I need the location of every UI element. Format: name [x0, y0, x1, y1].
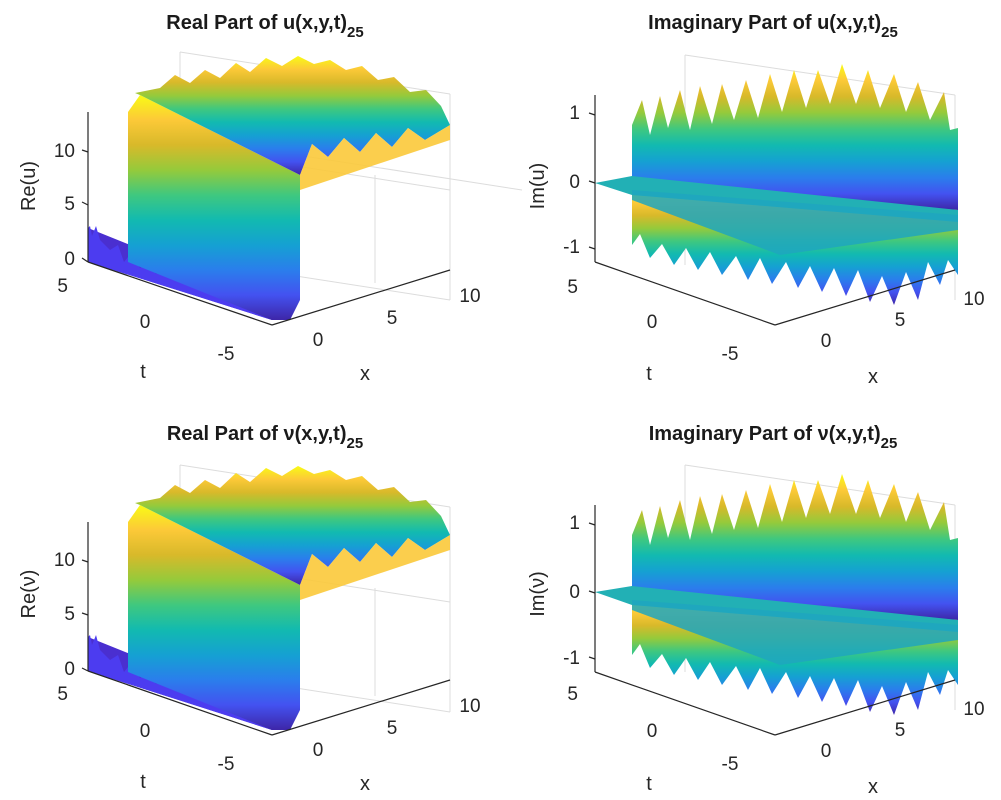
title-imag-u-sub: 25: [881, 24, 898, 41]
axes-imag-u: -1 0 1 5 0 -5 0 5 10 x t Im(u): [527, 95, 985, 388]
ztick-real-u-0: 0: [64, 249, 75, 270]
xtick-imag-nu-2: 10: [963, 699, 984, 720]
ytick-real-u-2: -5: [218, 344, 235, 365]
surface-imag-nu-sheet: [632, 600, 958, 665]
title-real-nu-sub: 25: [347, 435, 364, 452]
xtick-real-u-2: 10: [459, 286, 480, 307]
ztick-real-u-1: 5: [64, 194, 75, 215]
title-real-u: Real Part of u(x,y,t)25: [166, 12, 363, 41]
ytick-real-u-1: 0: [140, 312, 151, 333]
subplot-real-nu: 0 5 10 5 0 -5 0 5 10 x t Re(ν) Real Part…: [18, 423, 481, 795]
ytick-imag-u-1: 0: [647, 312, 658, 333]
xlabel-real-u: x: [360, 363, 370, 385]
ytick-imag-nu-2: -5: [722, 754, 739, 775]
surface-real-nu: [88, 466, 450, 730]
xtick-imag-u-0: 0: [821, 331, 832, 352]
xtick-real-u-1: 5: [387, 308, 398, 329]
ztick-real-u-2: 10: [54, 141, 75, 162]
xtick-imag-u-2: 10: [963, 289, 984, 310]
ylabel-imag-u: t: [646, 363, 652, 385]
ytick-imag-nu-0: 5: [567, 684, 578, 705]
ytick-real-u-0: 5: [57, 276, 68, 297]
zlabel-real-u: Re(u): [18, 161, 40, 211]
ylabel-real-u: t: [140, 361, 146, 383]
ztick-real-nu-1: 5: [64, 604, 75, 625]
ytick-imag-u-2: -5: [722, 344, 739, 365]
title-imag-u: Imaginary Part of u(x,y,t)25: [648, 12, 898, 41]
ylabel-imag-nu: t: [646, 773, 652, 795]
ztick-real-nu-0: 0: [64, 659, 75, 680]
ytick-real-nu-0: 5: [57, 684, 68, 705]
surface-imag-nu-top: [632, 474, 958, 620]
title-real-u-main: Real Part of u(x,y,t): [166, 12, 347, 34]
xtick-real-nu-0: 0: [313, 740, 324, 761]
ztick-imag-nu-0: -1: [563, 648, 580, 669]
xlabel-imag-nu: x: [868, 776, 878, 798]
ztick-imag-u-0: -1: [563, 237, 580, 258]
surface-real-nu-top: [135, 466, 450, 585]
subplot-imag-nu: -1 0 1 5 0 -5 0 5 10 x t Im(ν) Imaginary…: [527, 423, 985, 798]
ztick-imag-nu-1: 0: [569, 582, 580, 603]
title-imag-nu-sub: 25: [881, 435, 898, 452]
surface-real-u-top: [135, 56, 450, 175]
ytick-real-nu-1: 0: [140, 721, 151, 742]
ylabel-real-nu: t: [140, 771, 146, 793]
ytick-imag-u-0: 5: [567, 277, 578, 298]
zlabel-real-nu: Re(ν): [18, 570, 40, 619]
ztick-real-nu-2: 10: [54, 550, 75, 571]
xlabel-imag-u: x: [868, 366, 878, 388]
axes-imag-nu: -1 0 1 5 0 -5 0 5 10 x t Im(ν): [527, 505, 985, 798]
surface-real-u: [88, 56, 450, 320]
zlabel-imag-u: Im(u): [527, 163, 549, 210]
xtick-imag-nu-0: 0: [821, 741, 832, 762]
title-imag-u-main: Imaginary Part of u(x,y,t): [648, 12, 881, 34]
ytick-imag-nu-1: 0: [647, 721, 658, 742]
title-real-u-sub: 25: [347, 24, 364, 41]
xtick-real-u-0: 0: [313, 330, 324, 351]
surface-imag-u-sheet: [632, 190, 958, 255]
xtick-real-nu-2: 10: [459, 696, 480, 717]
axes-real-u: 0 5 10 5 0 -5 0 5 10 x t Re(u): [18, 112, 481, 385]
title-real-nu-main: Real Part of ν(x,y,t): [167, 423, 347, 445]
title-imag-nu-main: Imaginary Part of ν(x,y,t): [649, 423, 881, 445]
surface-real-u-wall: [128, 95, 300, 320]
zlabel-imag-nu: Im(ν): [527, 571, 549, 617]
surface-real-nu-front: [300, 535, 450, 600]
xtick-imag-nu-1: 5: [895, 720, 906, 741]
axes-real-nu: 0 5 10 5 0 -5 0 5 10 x t Re(ν): [18, 522, 481, 795]
xtick-real-nu-1: 5: [387, 718, 398, 739]
surface-imag-u-top: [632, 64, 958, 210]
ztick-imag-u-1: 0: [569, 172, 580, 193]
xtick-imag-u-1: 5: [895, 310, 906, 331]
surface-real-u-front: [300, 125, 450, 190]
xlabel-real-nu: x: [360, 773, 370, 795]
title-real-nu: Real Part of ν(x,y,t)25: [167, 423, 363, 452]
ztick-imag-u-2: 1: [569, 103, 580, 124]
surface-imag-nu: [595, 474, 958, 715]
subplot-real-u: 0 5 10 5 0 -5 0 5 10 x t Re(u) Real Part…: [18, 12, 523, 385]
surface-real-nu-wall: [128, 505, 300, 730]
subplot-imag-u: -1 0 1 5 0 -5 0 5 10 x t Im(u) Imaginary…: [527, 12, 985, 388]
ytick-real-nu-2: -5: [218, 754, 235, 775]
title-imag-nu: Imaginary Part of ν(x,y,t)25: [649, 423, 898, 452]
surface-imag-u: [595, 64, 958, 305]
ztick-imag-nu-2: 1: [569, 513, 580, 534]
